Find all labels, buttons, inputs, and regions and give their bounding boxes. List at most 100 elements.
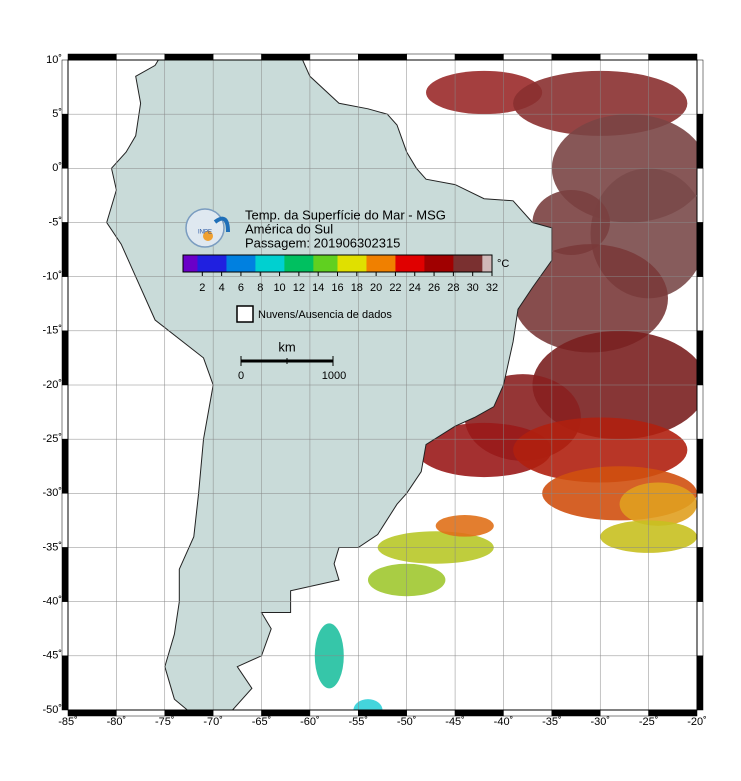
- lon-label: -55˚: [349, 716, 369, 728]
- frame-band: [696, 384, 704, 440]
- colorbar-cell: [207, 255, 213, 272]
- lat-label: -25˚: [42, 433, 62, 445]
- lat-label: -35˚: [42, 541, 62, 553]
- colorbar-label: 2: [199, 282, 205, 294]
- lat-label: 10˚: [46, 54, 62, 66]
- colorbar-cell: [400, 255, 406, 272]
- colorbar-cell: [245, 255, 252, 272]
- colorbar-cell: [414, 255, 421, 272]
- frame: [61, 53, 704, 717]
- colorbar-cell: [211, 255, 218, 272]
- region: América do Sul: [245, 221, 333, 236]
- colorbar-label: 6: [238, 282, 244, 294]
- lat-label: -30˚: [42, 487, 62, 499]
- colorbar-label: 10: [273, 282, 285, 294]
- colorbar-cell: [405, 255, 411, 272]
- lon-label: -60˚: [300, 716, 320, 728]
- logo-mark: INPE: [198, 230, 212, 236]
- colorbar-label: 20: [370, 282, 382, 294]
- colorbar-cell: [458, 255, 464, 272]
- frame-band: [648, 53, 698, 61]
- colorbar-cell: [424, 255, 430, 272]
- frame-band: [551, 53, 601, 61]
- frame-band: [309, 53, 359, 61]
- colorbar-cell: [332, 255, 338, 272]
- colorbar: [182, 254, 493, 276]
- colorbar-cell: [361, 255, 367, 272]
- scale-bar: [240, 356, 334, 366]
- colorbar-label: 28: [447, 282, 459, 294]
- lon-label: -50˚: [397, 716, 417, 728]
- lon-label: -70˚: [203, 716, 223, 728]
- logo: INPE: [185, 208, 230, 248]
- colorbar-cell: [342, 255, 348, 272]
- colorbar-cell: [463, 255, 469, 272]
- colorbar-cell: [448, 255, 454, 272]
- lat-label: -20˚: [42, 379, 62, 391]
- colorbar-label: 24: [409, 282, 421, 294]
- lat-label: -10˚: [42, 271, 62, 283]
- colorbar-cell: [390, 255, 396, 272]
- colorbar-cell: [419, 255, 425, 272]
- colorbar-label: 4: [219, 282, 225, 294]
- colorbar-label: 26: [428, 282, 440, 294]
- colorbar-cell: [260, 255, 266, 272]
- frame-band: [696, 438, 704, 494]
- colorbar-label: 32: [486, 282, 498, 294]
- colorbar-cell: [303, 255, 310, 272]
- frame-band: [454, 53, 504, 61]
- lat-label: 0˚: [52, 162, 62, 174]
- frame-band: [67, 53, 117, 61]
- frame-band: [61, 59, 69, 115]
- colorbar-cell: [472, 255, 479, 272]
- colorbar-cell: [356, 255, 363, 272]
- frame-band: [212, 53, 262, 61]
- frame-band: [61, 222, 69, 277]
- frame-band: [696, 493, 704, 548]
- frame-band: [61, 276, 69, 332]
- scale-start: 0: [238, 370, 244, 382]
- colorbar-cell: [240, 255, 247, 272]
- frame-band: [696, 113, 704, 169]
- colorbar-cell: [376, 255, 382, 272]
- frame-band: [61, 601, 69, 657]
- colorbar-cell: [255, 255, 261, 272]
- colorbar-cell: [467, 255, 474, 272]
- colorbar-cell: [269, 255, 276, 272]
- colorbar-cell: [187, 255, 194, 272]
- lon-label: -75˚: [155, 716, 175, 728]
- pass-time: Passagem: 201906302315: [245, 235, 400, 250]
- colorbar-cell: [231, 255, 237, 272]
- colorbar-cell: [216, 255, 223, 272]
- frame-band: [406, 53, 456, 61]
- colorbar-cell: [192, 255, 198, 272]
- colorbar-cell: [429, 255, 435, 272]
- lat-label: -15˚: [42, 325, 62, 337]
- frame-band: [696, 276, 704, 332]
- colorbar-label: 16: [331, 282, 343, 294]
- lat-label: -5˚: [49, 216, 62, 228]
- lat-label: -50˚: [42, 704, 62, 716]
- colorbar-cell: [294, 255, 300, 272]
- sst-area: [416, 422, 552, 478]
- colorbar-cell: [371, 255, 377, 272]
- colorbar-cell: [323, 255, 329, 272]
- frame-band: [696, 547, 704, 602]
- colorbar-cell: [453, 255, 459, 272]
- colorbar-cell: [380, 255, 387, 272]
- colorbar-unit: °C: [497, 258, 509, 270]
- lat-label: -45˚: [42, 650, 62, 662]
- colorbar-cell: [308, 255, 314, 272]
- colorbar-cell: [347, 255, 353, 272]
- frame-band: [61, 168, 69, 223]
- lon-label: -30˚: [590, 716, 610, 728]
- colorbar-cell: [327, 255, 334, 272]
- colorbar-cell: [395, 255, 401, 272]
- frame-band: [116, 53, 166, 61]
- colorbar-cell: [202, 255, 208, 272]
- colorbar-cell: [318, 255, 324, 272]
- colorbar-cell: [351, 255, 358, 272]
- frame-band: [696, 59, 704, 115]
- frame-band: [696, 168, 704, 223]
- lon-label: -40˚: [494, 716, 514, 728]
